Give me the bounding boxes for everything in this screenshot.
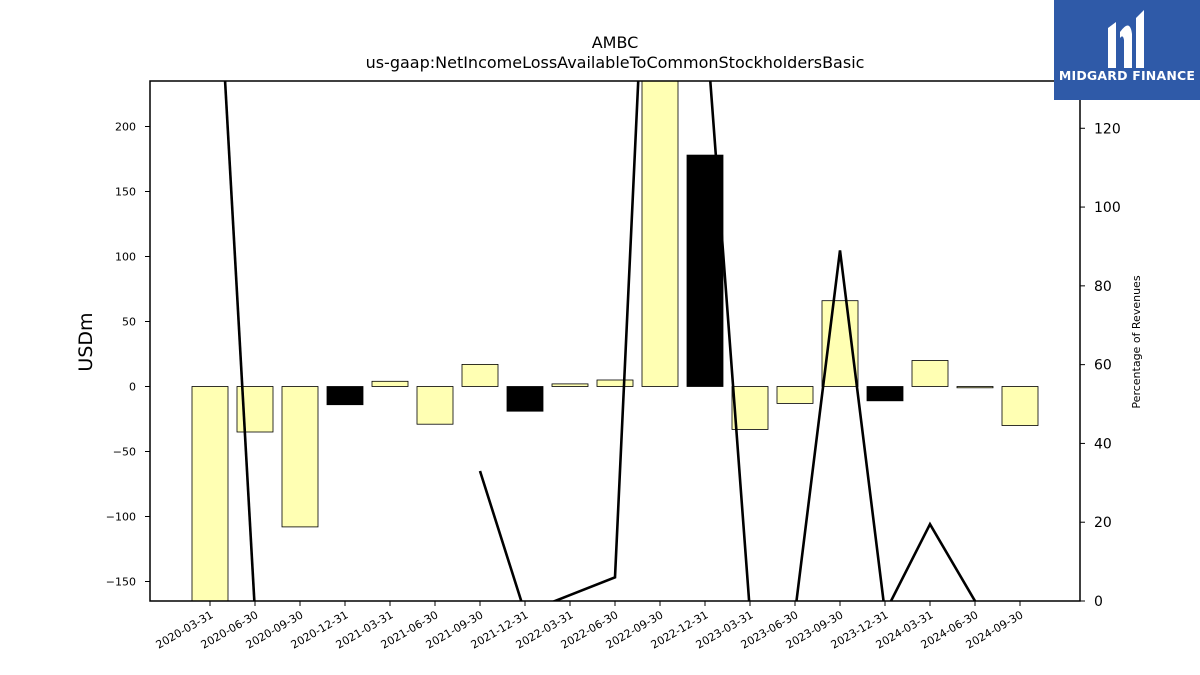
y-tick-label--50: −50 <box>113 446 136 459</box>
y-axis-label: USDm <box>75 312 97 371</box>
chart-title: AMBC <box>592 33 639 52</box>
midgard-finance-logo: MIDGARD FINANCE <box>1054 0 1200 100</box>
bar-2021-06-30 <box>416 386 454 425</box>
x-axis: 2020-03-312020-06-302020-09-302020-12-31… <box>154 601 1026 652</box>
y-tick-label-200: 200 <box>115 121 136 134</box>
bar-2021-03-31 <box>371 380 409 387</box>
y2-tick-label-120: 120 <box>1094 121 1121 137</box>
line-segment-2 <box>478 81 977 601</box>
bar-2023-06-30 <box>776 386 814 404</box>
bar-2020-12-31 <box>326 386 364 406</box>
bar-2020-09-30 <box>281 386 319 528</box>
y2-tick-label-40: 40 <box>1094 436 1112 452</box>
y2-tick-label-80: 80 <box>1094 279 1112 295</box>
bar-2023-03-31 <box>731 386 769 430</box>
bar-2020-03-31 <box>191 386 229 601</box>
bar-2021-09-30 <box>461 363 499 387</box>
revenue-percentage-line <box>223 81 977 601</box>
line-segment-0 <box>223 81 256 601</box>
bar-2022-09-30 <box>641 81 679 387</box>
logo-text: MIDGARD FINANCE <box>1058 68 1196 83</box>
chart-subtitle: us-gaap:NetIncomeLossAvailableToCommonSt… <box>366 53 865 72</box>
y2-tick-label-60: 60 <box>1094 358 1112 374</box>
y-tick-label--150: −150 <box>106 576 136 589</box>
bar-2022-03-31 <box>551 383 589 387</box>
y2-tick-label-0: 0 <box>1094 594 1103 610</box>
midgard-logo-icon <box>1108 10 1144 68</box>
bar-2022-06-30 <box>596 379 634 387</box>
bar-2024-06-30 <box>956 386 994 389</box>
y2-axis-label: Percentage of Revenues <box>1130 275 1143 408</box>
y-axis-left: −150 −100 −50 0 50 100 150 200 <box>106 121 150 589</box>
bars <box>191 81 1039 601</box>
y-tick-label-50: 50 <box>122 316 136 329</box>
y-axis-right: 0 20 40 60 80 100 120 <box>1080 121 1121 610</box>
bar-2024-03-31 <box>911 360 949 387</box>
bar-2022-12-31 <box>686 154 724 387</box>
bar-2024-09-30 <box>1001 386 1039 426</box>
y2-tick-label-100: 100 <box>1094 200 1121 216</box>
y-tick-label-100: 100 <box>115 251 136 264</box>
bar-2023-12-31 <box>866 386 904 402</box>
bar-2021-12-31 <box>506 386 544 412</box>
y-tick-label--100: −100 <box>106 511 136 524</box>
y-tick-label-150: 150 <box>115 186 136 199</box>
y-tick-label-0: 0 <box>129 381 136 394</box>
y2-tick-label-20: 20 <box>1094 515 1112 531</box>
